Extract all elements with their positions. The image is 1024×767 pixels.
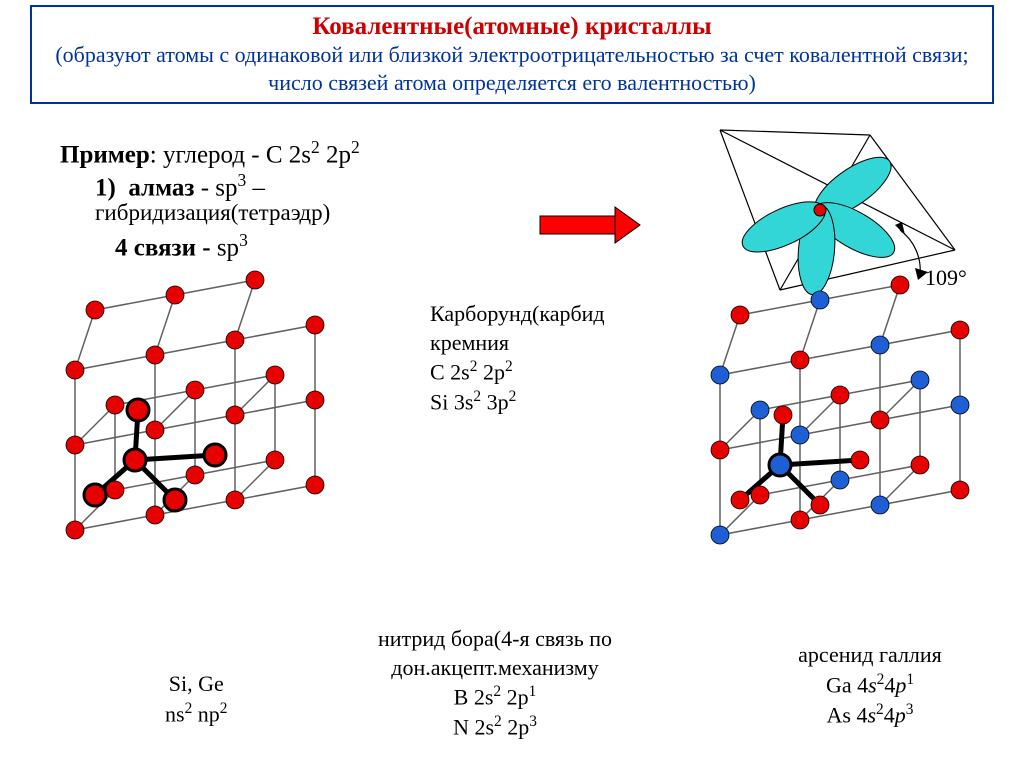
example-label: Пример: углерод - С 2s2 2p2 <box>60 137 360 169</box>
item-1: 1) алмаз - sp3 – <box>95 170 265 202</box>
header-box: Ковалентные(атомные) кристаллы (образуют… <box>30 5 994 104</box>
page-subtitle: (образуют атомы с одинаковой или близкой… <box>42 41 982 96</box>
item-1-sub: гибридизация(тетраэдр) <box>95 200 330 226</box>
carborund-text: Карборунд(карбид кремния С 2s2 2p2 Si 3s… <box>430 300 605 417</box>
page-title: Ковалентные(атомные) кристаллы <box>42 13 982 41</box>
bn-text: нитрид бора(4-я связь по дон.акцепт.меха… <box>355 625 635 742</box>
sige-text: Si, Ge ns2 np2 <box>165 670 227 729</box>
bonds-4: 4 связи - sp3 <box>115 230 248 262</box>
gaas-text: арсенид галлия Ga 4s24p1 As 4s24p3 <box>770 640 970 730</box>
angle-label: 109° <box>925 265 967 291</box>
